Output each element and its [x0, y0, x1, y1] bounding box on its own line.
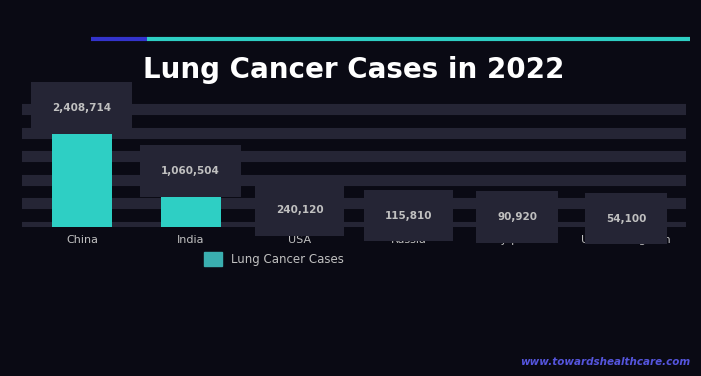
Bar	[270, 215, 329, 227]
Bar	[52, 114, 112, 227]
Text: 54,100: 54,100	[606, 214, 646, 224]
Bar	[487, 223, 547, 227]
Text: 240,120: 240,120	[275, 205, 323, 215]
Title: Lung Cancer Cases in 2022: Lung Cancer Cases in 2022	[143, 56, 565, 84]
Text: 115,810: 115,810	[385, 211, 433, 221]
Text: 1,060,504: 1,060,504	[161, 166, 220, 176]
Bar	[161, 177, 221, 227]
Text: 2,408,714: 2,408,714	[53, 103, 111, 113]
Text: www.towardshealthcare.com: www.towardshealthcare.com	[520, 356, 690, 367]
Text: 90,920: 90,920	[497, 212, 537, 222]
Legend: Lung Cancer Cases: Lung Cancer Cases	[200, 247, 349, 271]
Bar	[596, 224, 656, 227]
Bar	[379, 221, 438, 227]
